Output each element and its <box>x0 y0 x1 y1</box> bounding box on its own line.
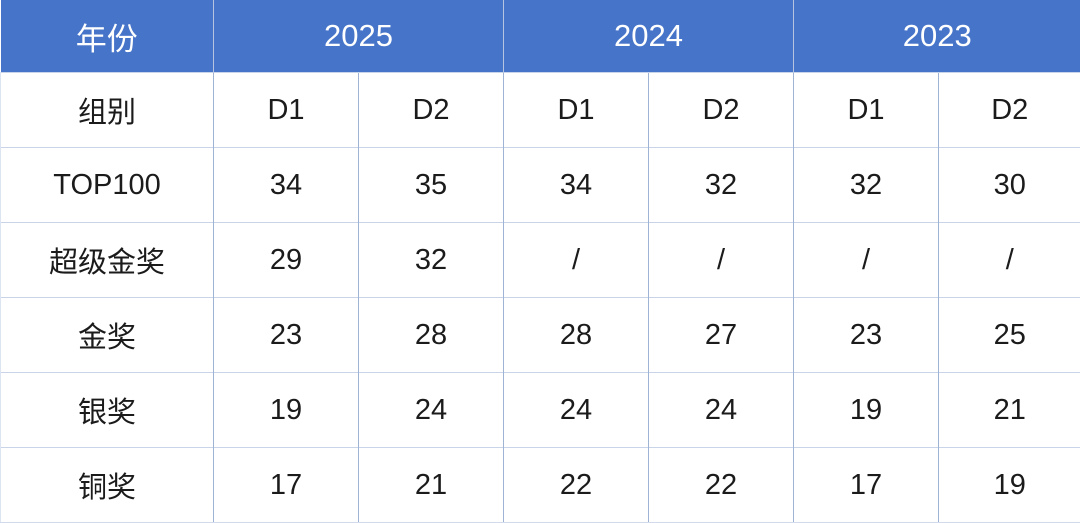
year-header-row: 年份 2025 2024 2023 <box>0 0 1080 73</box>
group-cell: D1 <box>793 72 939 148</box>
value-cell: / <box>648 222 794 298</box>
group-label-cell: 组别 <box>0 72 214 148</box>
value-cell: 32 <box>358 222 504 298</box>
row-label-cell: 金奖 <box>0 297 214 373</box>
row-label-cell: 超级金奖 <box>0 222 214 298</box>
value-cell: 32 <box>648 147 794 223</box>
value-cell: 22 <box>503 447 649 523</box>
value-cell: 21 <box>938 372 1080 448</box>
group-cell: D2 <box>358 72 504 148</box>
value-cell: 23 <box>213 297 359 373</box>
value-cell: / <box>503 222 649 298</box>
value-cell: 24 <box>358 372 504 448</box>
group-cell: D1 <box>213 72 359 148</box>
value-cell: 21 <box>358 447 504 523</box>
value-cell: / <box>938 222 1080 298</box>
table-row-top100: TOP100 34 35 34 32 32 30 <box>0 147 1080 223</box>
row-label-cell: 银奖 <box>0 372 214 448</box>
value-cell: 19 <box>793 372 939 448</box>
value-cell: 23 <box>793 297 939 373</box>
table-row-silver: 银奖 19 24 24 24 19 21 <box>0 372 1080 448</box>
table-row-bronze: 铜奖 17 21 22 22 17 19 <box>0 447 1080 523</box>
group-cell: D2 <box>938 72 1080 148</box>
value-cell: / <box>793 222 939 298</box>
value-cell: 17 <box>793 447 939 523</box>
value-cell: 24 <box>648 372 794 448</box>
value-cell: 30 <box>938 147 1080 223</box>
value-cell: 25 <box>938 297 1080 373</box>
year-2025-cell: 2025 <box>213 0 504 73</box>
group-cell: D2 <box>648 72 794 148</box>
row-label-cell: TOP100 <box>0 147 214 223</box>
year-2023-cell: 2023 <box>793 0 1080 73</box>
group-header-row: 组别 D1 D2 D1 D2 D1 D2 <box>0 72 1080 148</box>
value-cell: 28 <box>503 297 649 373</box>
year-2024-cell: 2024 <box>503 0 794 73</box>
table-row-gold: 金奖 23 28 28 27 23 25 <box>0 297 1080 373</box>
value-cell: 22 <box>648 447 794 523</box>
value-cell: 34 <box>213 147 359 223</box>
value-cell: 29 <box>213 222 359 298</box>
table-row-super-gold: 超级金奖 29 32 / / / / <box>0 222 1080 298</box>
value-cell: 34 <box>503 147 649 223</box>
value-cell: 35 <box>358 147 504 223</box>
group-cell: D1 <box>503 72 649 148</box>
value-cell: 19 <box>213 372 359 448</box>
value-cell: 27 <box>648 297 794 373</box>
value-cell: 19 <box>938 447 1080 523</box>
value-cell: 28 <box>358 297 504 373</box>
value-cell: 24 <box>503 372 649 448</box>
value-cell: 17 <box>213 447 359 523</box>
row-label-cell: 铜奖 <box>0 447 214 523</box>
value-cell: 32 <box>793 147 939 223</box>
year-label-cell: 年份 <box>0 0 214 73</box>
